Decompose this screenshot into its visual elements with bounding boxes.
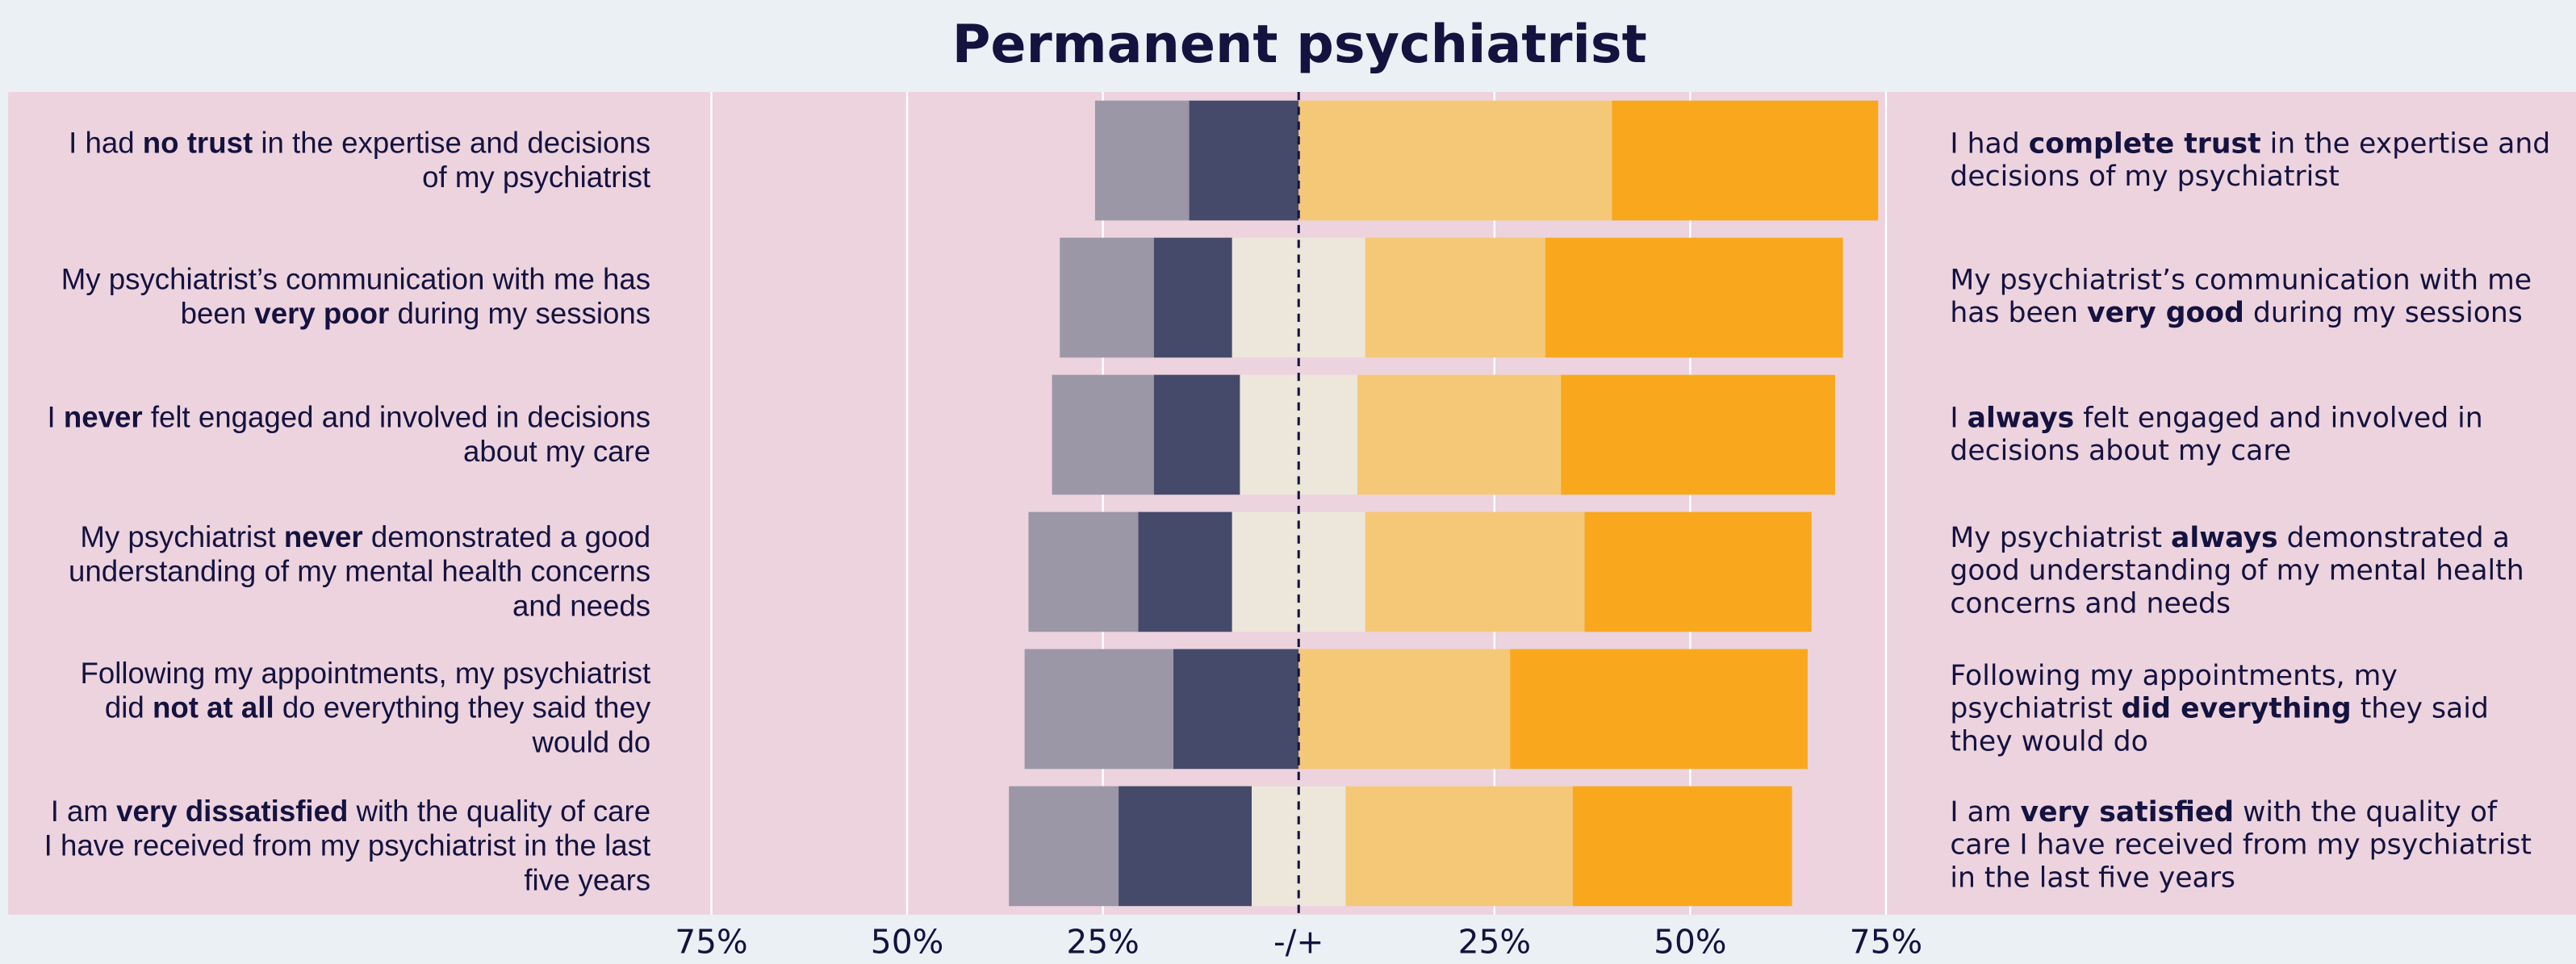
bar-segment xyxy=(1060,237,1154,358)
label-bold: very dissatisfied xyxy=(116,794,349,828)
label-bold: never xyxy=(283,520,363,553)
bar-segment xyxy=(1119,786,1252,907)
x-tick-label: -/+ xyxy=(1273,923,1324,962)
label-bold: very good xyxy=(2087,297,2244,331)
label-text: I always felt engaged and involved in de… xyxy=(1950,402,2557,467)
label-bold: very poor xyxy=(254,297,390,331)
label-text: My psychiatrist’s communication with me … xyxy=(1950,265,2557,330)
label-bold: complete trust xyxy=(2028,127,2261,161)
x-tick-label: 50% xyxy=(1654,923,1726,962)
x-tick-label: 50% xyxy=(871,923,943,962)
bar-segment xyxy=(1153,374,1240,495)
x-tick-label: 75% xyxy=(675,923,747,962)
left-label: My psychiatrist never demonstrated a goo… xyxy=(36,505,650,638)
bar-segment xyxy=(1028,511,1139,632)
x-tick-label: 25% xyxy=(1458,923,1531,962)
bar-segment xyxy=(1561,374,1835,495)
right-label: I am very satisfied with the quality of … xyxy=(1950,779,2557,912)
label-part: with the quality of care I have received… xyxy=(1950,796,2532,895)
bar-segment xyxy=(1052,374,1154,495)
label-part: Following my appointments, my psychiatri… xyxy=(80,657,651,725)
left-label: I never felt engaged and involved in dec… xyxy=(36,369,650,502)
label-bold: not at all xyxy=(153,691,274,725)
label-text: I had complete trust in the expertise an… xyxy=(1950,127,2557,193)
label-part: demonstrated a good understanding of my … xyxy=(69,520,651,623)
label-part: demonstrated a good understanding of my … xyxy=(1950,522,2524,622)
right-label: I always felt engaged and involved in de… xyxy=(1950,369,2557,502)
bar-segment xyxy=(1153,237,1232,358)
label-part: I had xyxy=(1950,127,2029,161)
bar-segment xyxy=(1189,100,1299,221)
bar-segment xyxy=(1173,649,1299,770)
label-part: My psychiatrist xyxy=(80,520,284,553)
right-label: My psychiatrist always demonstrated a go… xyxy=(1950,505,2557,638)
label-part: My psychiatrist’s communication with me … xyxy=(1950,265,2532,331)
label-bold: never xyxy=(63,400,143,433)
label-part: do everything they said they would do xyxy=(274,691,651,760)
label-text: My psychiatrist’s communication with me … xyxy=(36,263,650,332)
bar-segment xyxy=(1545,237,1843,358)
bar-segment xyxy=(1298,100,1612,221)
bar-segment xyxy=(1612,100,1879,221)
left-label: Following my appointments, my psychiatri… xyxy=(36,642,650,775)
bar-segment xyxy=(1572,786,1792,907)
label-part: I am xyxy=(1950,796,2021,830)
label-bold: no trust xyxy=(142,126,253,159)
bar-segment xyxy=(1584,511,1812,632)
bar-segment xyxy=(1138,511,1232,632)
bar-segment xyxy=(1009,786,1119,907)
label-text: I never felt engaged and involved in dec… xyxy=(36,400,650,469)
label-part: I xyxy=(47,400,64,433)
bar-segment xyxy=(1365,237,1545,358)
label-text: I had no trust in the expertise and deci… xyxy=(36,126,650,194)
label-part: during my sessions xyxy=(2244,297,2523,331)
bar-segment xyxy=(1094,100,1190,221)
label-text: My psychiatrist never demonstrated a goo… xyxy=(36,520,650,624)
right-label: Following my appointments, my psychiatri… xyxy=(1950,642,2557,775)
bar-segment xyxy=(1024,649,1173,770)
label-part: felt engaged and involved in decisions a… xyxy=(142,400,651,468)
x-tick-label: 25% xyxy=(1066,923,1139,962)
label-part: My psychiatrist xyxy=(1950,522,2171,556)
label-part: they said they would do xyxy=(1950,692,2489,758)
label-part: during my sessions xyxy=(389,297,651,331)
bar-segment xyxy=(1357,374,1562,495)
label-bold: always xyxy=(2170,522,2278,556)
left-label: My psychiatrist’s communication with me … xyxy=(36,232,650,365)
label-text: Following my appointments, my psychiatri… xyxy=(1950,660,2557,758)
chart-title: Permanent psychiatrist xyxy=(952,15,1647,75)
right-label: I had complete trust in the expertise an… xyxy=(1950,94,2557,227)
right-label: My psychiatrist’s communication with me … xyxy=(1950,232,2557,365)
label-bold: very satisfied xyxy=(2020,796,2235,830)
label-part: with the quality of care I have received… xyxy=(44,794,651,896)
label-part: I had xyxy=(69,126,143,159)
left-label: I had no trust in the expertise and deci… xyxy=(36,94,650,227)
label-part: I am xyxy=(50,794,117,828)
label-text: My psychiatrist always demonstrated a go… xyxy=(1950,523,2557,621)
label-text: Following my appointments, my psychiatri… xyxy=(36,657,650,761)
label-part: in the expertise and decisions of my psy… xyxy=(253,126,651,194)
label-part: in the expertise and decisions of my psy… xyxy=(1950,127,2551,194)
bar-segment xyxy=(1345,786,1573,907)
left-label: I am very dissatisfied with the quality … xyxy=(36,779,650,912)
plot-background xyxy=(8,91,2576,915)
label-part: felt engaged and involved in decisions a… xyxy=(1950,402,2483,468)
bar-segment xyxy=(1365,511,1585,632)
label-text: I am very satisfied with the quality of … xyxy=(1950,797,2557,895)
bar-segment xyxy=(1510,649,1808,770)
x-tick-label: 75% xyxy=(1850,923,1922,962)
bar-segment xyxy=(1298,649,1511,770)
label-text: I am very dissatisfied with the quality … xyxy=(36,795,650,898)
label-part: My psychiatrist’s communication with me … xyxy=(61,263,651,331)
grid xyxy=(710,91,1888,915)
label-bold: always xyxy=(1967,402,2075,435)
label-part: I xyxy=(1950,402,1968,435)
label-bold: did everything xyxy=(2121,692,2352,726)
label-part: Following my appointments, my psychiatri… xyxy=(1950,659,2398,726)
